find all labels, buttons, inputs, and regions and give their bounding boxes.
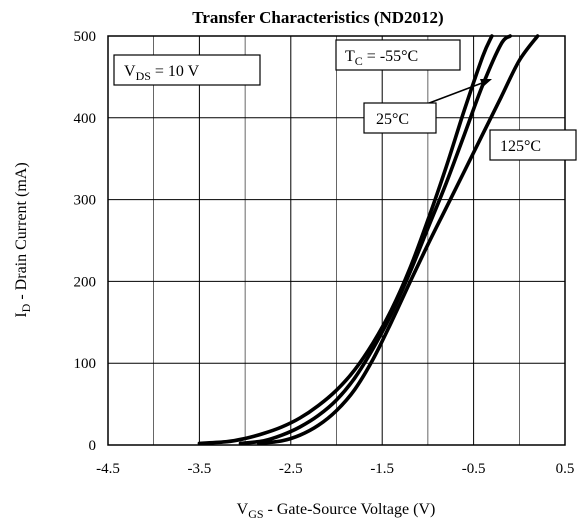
grid bbox=[107, 35, 566, 446]
series-line-0 bbox=[197, 34, 494, 446]
t25-label: 25°C bbox=[376, 111, 409, 128]
tc-label: TC = -55°C bbox=[345, 48, 418, 68]
curves bbox=[197, 34, 540, 446]
x-axis-label: VGS - Gate-Source Voltage (V) bbox=[237, 501, 436, 521]
y-tick-label: 100 bbox=[74, 356, 97, 372]
vds-box bbox=[113, 54, 261, 86]
vds-annotation: VDS = 10 V bbox=[113, 54, 261, 86]
y-tick-label: 0 bbox=[89, 438, 97, 454]
y-tick-label: 400 bbox=[74, 111, 97, 127]
series-line-2 bbox=[257, 34, 540, 446]
plot-frame bbox=[107, 35, 566, 446]
x-tick-label: -3.5 bbox=[188, 461, 212, 477]
x-tick-label: -2.5 bbox=[279, 461, 303, 477]
x-tick-label: -0.5 bbox=[462, 461, 486, 477]
y-tick-labels: 0 100 200 300 400 500 bbox=[74, 29, 97, 454]
x-tick-label: -1.5 bbox=[370, 461, 394, 477]
y-tick-label: 200 bbox=[74, 274, 97, 290]
y-tick-label: 500 bbox=[74, 29, 97, 45]
chart-title: Transfer Characteristics (ND2012) bbox=[192, 8, 443, 27]
x-tick-label: 0.5 bbox=[556, 461, 575, 477]
y-axis-label: ID - Drain Current (mA) bbox=[13, 162, 33, 317]
t125-label: 125°C bbox=[500, 138, 541, 155]
t25-arrowhead bbox=[480, 79, 492, 87]
t25-box bbox=[363, 102, 437, 134]
x-tick-label: -4.5 bbox=[96, 461, 120, 477]
vds-label: VDS = 10 V bbox=[124, 63, 200, 83]
t125-annotation: 125°C bbox=[489, 129, 577, 161]
x-tick-labels: -4.5 -3.5 -2.5 -1.5 -0.5 0.5 bbox=[96, 461, 574, 477]
t25-annotation: 25°C bbox=[363, 79, 492, 134]
tc-annotation: TC = -55°C bbox=[335, 39, 461, 71]
tc-box bbox=[335, 39, 461, 71]
t125-box bbox=[489, 129, 577, 161]
y-tick-label: 300 bbox=[74, 193, 97, 209]
series-line-1 bbox=[238, 34, 512, 446]
